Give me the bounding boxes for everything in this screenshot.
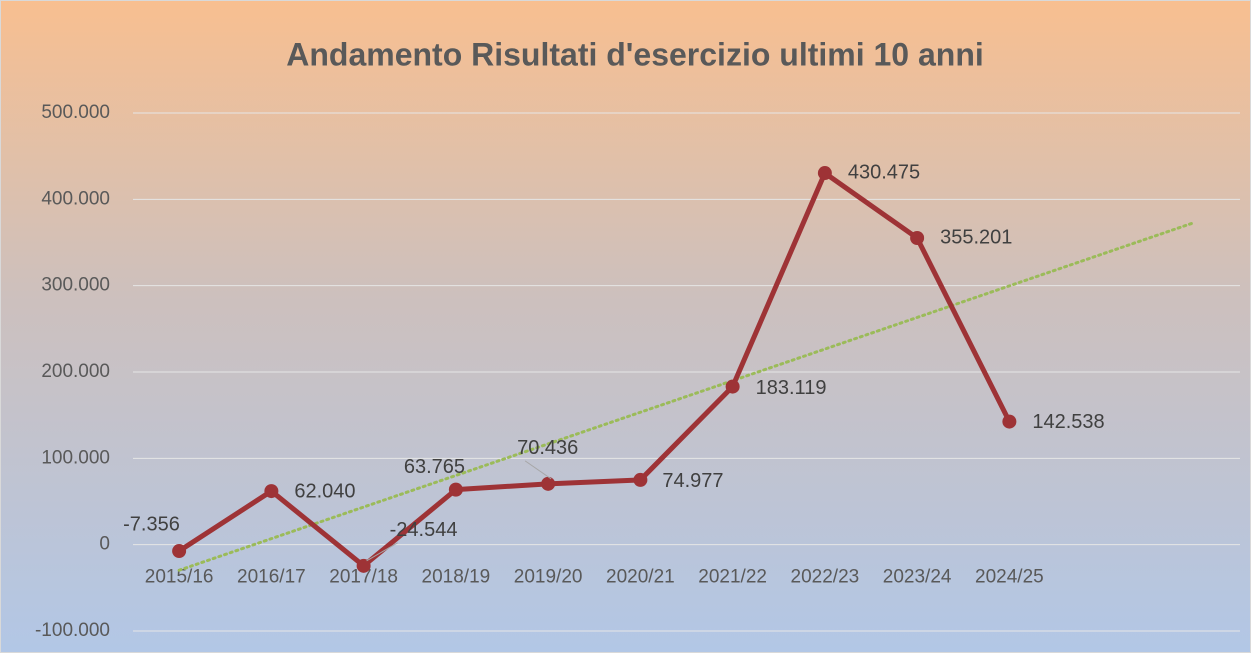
- x-tick-label: 2015/16: [145, 567, 214, 588]
- data-label: 183.119: [756, 377, 827, 399]
- label-leader: [524, 460, 552, 480]
- data-point: [910, 231, 925, 246]
- x-tick-label: 2016/17: [237, 567, 306, 588]
- x-tick-label: 2023/24: [883, 567, 952, 588]
- data-point: [817, 166, 832, 181]
- label-leader: [366, 542, 398, 562]
- x-tick-label: 2017/18: [329, 567, 398, 588]
- data-label: 62.040: [294, 480, 355, 502]
- data-point: [172, 544, 187, 559]
- data-label: 355.201: [940, 226, 1012, 248]
- y-tick-label: 200.000: [41, 361, 110, 382]
- data-point: [725, 379, 740, 394]
- series-line: [177, 170, 1012, 569]
- y-tick-label: 500.000: [41, 102, 110, 123]
- data-point: [356, 558, 371, 573]
- y-tick-label: 300.000: [41, 275, 110, 296]
- x-tick-label: 2021/22: [698, 567, 767, 588]
- data-label: -7.356: [123, 513, 180, 535]
- y-tick-label: -100.000: [35, 620, 110, 641]
- data-point: [633, 472, 648, 487]
- x-tick-label: 2022/23: [791, 567, 860, 588]
- y-tick-label: 100.000: [41, 447, 110, 468]
- data-label: 63.765: [404, 456, 465, 478]
- chart-title: Andamento Risultati d'esercizio ultimi 1…: [286, 36, 984, 72]
- data-label: 430.475: [848, 161, 920, 183]
- data-label: -24.544: [390, 519, 458, 541]
- y-tick-label: 0: [99, 534, 110, 555]
- data-point: [1002, 414, 1017, 429]
- x-tick-label: 2024/25: [975, 567, 1044, 588]
- y-tick-label: 400.000: [41, 188, 110, 209]
- x-tick-label: 2020/21: [606, 567, 675, 588]
- data-label: 142.538: [1032, 411, 1104, 433]
- data-label: 74.977: [662, 470, 723, 492]
- data-point: [541, 476, 556, 491]
- x-tick-label: 2019/20: [514, 567, 583, 588]
- trendline: [177, 221, 1196, 572]
- data-label: 70.436: [517, 437, 578, 459]
- data-point: [448, 482, 463, 497]
- data-point: [264, 484, 279, 499]
- x-tick-label: 2018/19: [422, 567, 491, 588]
